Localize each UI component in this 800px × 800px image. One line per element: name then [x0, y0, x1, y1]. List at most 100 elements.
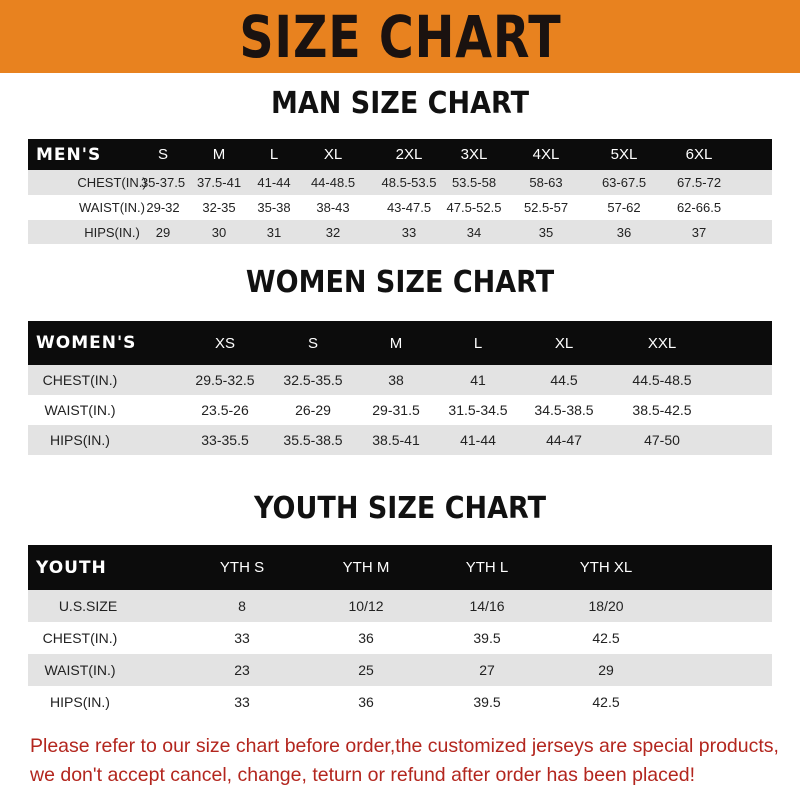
- table-cell: 44-48.5: [310, 175, 356, 190]
- table-cell: 25: [358, 662, 374, 678]
- size-header: XL: [323, 146, 343, 163]
- table-cell: 8: [238, 598, 246, 614]
- table-header-row: YOUTH YTH S YTH M YTH L YTH XL: [28, 545, 772, 590]
- table-cell: 18/20: [588, 598, 624, 614]
- table-cell: 27: [479, 662, 495, 678]
- table-title-cell: YOUTH: [36, 557, 107, 578]
- table-cell: 32-35: [202, 200, 236, 215]
- size-header: 2XL: [395, 146, 423, 163]
- table-cell: 35: [538, 224, 554, 240]
- table-cell: 38.5-41: [372, 432, 420, 448]
- table-cell: 29: [155, 224, 171, 240]
- size-header: XXL: [647, 334, 677, 352]
- table-cell: 29-32: [146, 200, 180, 215]
- size-header: 4XL: [532, 146, 560, 163]
- table-cell: 29: [598, 662, 614, 678]
- table-cell: 35-38: [257, 200, 291, 215]
- row-label: CHEST(IN.): [42, 630, 118, 646]
- row-label: U.S.SIZE: [58, 598, 118, 614]
- table-cell: 32: [325, 224, 341, 240]
- table-cell: 53.5-58: [451, 175, 497, 190]
- size-header: 5XL: [610, 146, 638, 163]
- table-cell: 32.5-35.5: [283, 372, 343, 388]
- table-cell: 31: [266, 224, 282, 240]
- row-label: CHEST(IN.): [77, 175, 147, 190]
- table-row: CHEST(IN.) 29.5-32.5 32.5-35.5 38 41 44.5 44.5…: [28, 365, 772, 395]
- table-cell: 38: [388, 372, 404, 388]
- table-cell: 47.5-52.5: [446, 200, 502, 215]
- note-line-1: Please refer to our size chart before or…: [30, 735, 779, 757]
- table-cell: 67.5-72: [676, 175, 722, 190]
- size-header: S: [157, 146, 169, 163]
- row-label: CHEST(IN.): [42, 372, 118, 388]
- table-cell: 35-37.5: [140, 175, 186, 190]
- table-row: U.S.SIZE 8 10/12 14/16 18/20: [28, 590, 772, 622]
- table-title-cell: WOMEN'S: [36, 333, 137, 353]
- table-cell: 36: [358, 694, 374, 710]
- size-header: YTH M: [342, 559, 390, 576]
- table-cell: 57-62: [607, 200, 641, 215]
- table-cell: 34: [466, 224, 482, 240]
- table-title-cell: MEN'S: [36, 144, 102, 165]
- youth-title: YOUTH SIZE CHART: [253, 491, 547, 526]
- size-header: 3XL: [460, 146, 488, 163]
- table-cell: 42.5: [592, 694, 620, 710]
- table-cell: 42.5: [592, 630, 620, 646]
- table-cell: 44.5: [550, 372, 578, 388]
- table-cell: 43-47.5: [386, 200, 432, 215]
- table-cell: 38-43: [316, 200, 350, 215]
- table-cell: 30: [211, 224, 227, 240]
- table-row: CHEST(IN.) 35-37.5 37.5-41 41-44 44-48.5 48.5…: [28, 170, 772, 195]
- table-cell: 38.5-42.5: [632, 402, 692, 418]
- size-header: S: [307, 334, 319, 352]
- row-label: HIPS(IN.): [50, 432, 110, 448]
- table-cell: 33-35.5: [201, 432, 249, 448]
- table-cell: 36: [616, 224, 632, 240]
- table-cell: 33: [401, 224, 417, 240]
- table-header-row: WOMEN'S XS S M L XL XXL: [28, 321, 772, 365]
- table-row: CHEST(IN.) 33 36 39.5 42.5: [28, 622, 772, 654]
- banner-title: SIZE CHART: [238, 2, 562, 71]
- table-cell: 29.5-32.5: [195, 372, 255, 388]
- row-label: WAIST(IN.): [44, 402, 116, 418]
- table-cell: 26-29: [295, 402, 331, 418]
- women-title: WOMEN SIZE CHART: [245, 265, 555, 300]
- table-row: HIPS(IN.) 29 30 31 32 33 34 35 36 37: [28, 220, 772, 244]
- table-cell: 39.5: [473, 630, 501, 646]
- table-cell: 31.5-34.5: [448, 402, 508, 418]
- men-size-table: MEN'S S M L XL 2XL 3XL 4XL 5XL 6XL CHEST(IN.) 35-37…: [28, 139, 772, 244]
- row-label: HIPS(IN.): [84, 224, 140, 240]
- table-cell: 44.5-48.5: [632, 372, 692, 388]
- youth-size-table: YOUTH YTH S YTH M YTH L YTH XL U.S.SIZE 8 10/12…: [28, 545, 772, 718]
- table-cell: 33: [234, 630, 250, 646]
- table-cell: 41-44: [257, 175, 291, 190]
- table-cell: 14/16: [469, 598, 505, 614]
- table-cell: 41-44: [460, 432, 496, 448]
- table-cell: 44-47: [546, 432, 582, 448]
- row-label: WAIST(IN.): [79, 200, 145, 215]
- size-header: YTH S: [219, 559, 265, 576]
- table-row: HIPS(IN.) 33 36 39.5 42.5: [28, 686, 772, 718]
- table-row: WAIST(IN.) 29-32 32-35 35-38 38-43 43-47.5 47.…: [28, 195, 772, 220]
- table-cell: 58-63: [529, 175, 563, 190]
- table-row: WAIST(IN.) 23.5-26 26-29 29-31.5 31.5-34.5 34…: [28, 395, 772, 425]
- row-label: WAIST(IN.): [44, 662, 116, 678]
- table-cell: 33: [234, 694, 250, 710]
- size-header: L: [473, 334, 483, 352]
- size-header: M: [212, 146, 226, 163]
- table-cell: 62-66.5: [676, 200, 722, 215]
- table-cell: 63-67.5: [601, 175, 647, 190]
- row-label: HIPS(IN.): [50, 694, 110, 710]
- table-cell: 37: [691, 224, 707, 240]
- size-header: 6XL: [685, 146, 713, 163]
- table-cell: 37.5-41: [196, 175, 242, 190]
- table-cell: 10/12: [348, 598, 384, 614]
- men-title: MAN SIZE CHART: [271, 86, 529, 121]
- table-cell: 34.5-38.5: [534, 402, 594, 418]
- table-row: WAIST(IN.) 23 25 27 29: [28, 654, 772, 686]
- table-cell: 29-31.5: [372, 402, 420, 418]
- table-cell: 36: [358, 630, 374, 646]
- table-cell: 48.5-53.5: [381, 175, 437, 190]
- table-cell: 35.5-38.5: [283, 432, 343, 448]
- size-header: L: [269, 146, 279, 163]
